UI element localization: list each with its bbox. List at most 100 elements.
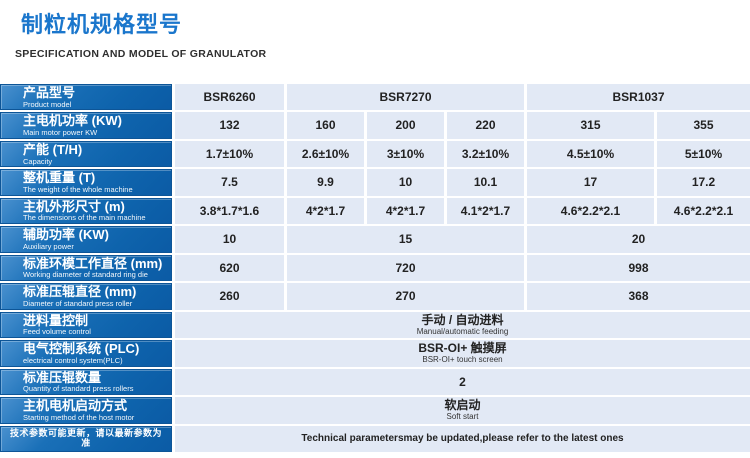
- spec-cell: 15: [287, 226, 524, 253]
- spec-cell: 355: [657, 112, 750, 139]
- spec-cell: 998: [527, 254, 750, 282]
- row-header-label-en: Starting method of the host motor: [23, 412, 135, 422]
- spec-cell-value: 998: [628, 260, 649, 275]
- spec-cell: 17.2: [657, 169, 750, 196]
- spec-cell: 160: [287, 112, 364, 139]
- page-subtitle: SPECIFICATION AND MODEL OF GRANULATOR: [15, 48, 267, 60]
- specification-table: 产品型号 Product model BSR6260 BSR7270 BSR1037 主电…: [0, 84, 750, 452]
- row-header: 主机外形尺寸 (m) The dimensions of the main mac…: [0, 197, 172, 225]
- spec-cell-value: 17: [583, 175, 598, 190]
- row-header-label-en: Feed volume control: [23, 327, 91, 337]
- spec-cell-value: 620: [219, 260, 240, 275]
- row-header: 整机重量 (T) The weight of the whole machine: [0, 169, 172, 196]
- row-header: 进料量控制 Feed volume control: [0, 311, 172, 339]
- spec-cell: 3.2±10%: [447, 140, 524, 168]
- spec-cell-subtext: Soft start: [446, 411, 479, 421]
- spec-cell-value: 4.5±10%: [566, 146, 615, 161]
- row-header: 电气控制系统 (PLC) electrical control system(PL…: [0, 340, 172, 367]
- spec-cell-value: 10: [222, 232, 237, 247]
- spec-cell: 手动 / 自动进料 Manual/automatic feeding: [175, 311, 750, 339]
- row-header-label-en: Product model: [23, 99, 72, 109]
- row-header-label-en: The weight of the whole machine: [23, 184, 133, 194]
- row-header-label-en: Auxiliary power: [23, 241, 74, 251]
- spec-cell-subtext: BSR-OI+ touch screen: [422, 354, 503, 364]
- spec-cell: 4*2*1.7: [367, 197, 444, 225]
- spec-cell-value: 1.7±10%: [205, 146, 254, 161]
- row-header-label-zh: 主机外形尺寸 (m): [23, 198, 125, 214]
- spec-cell: 3.8*1.7*1.6: [175, 197, 284, 225]
- row-header: 技术参数可能更新，请以最新参数为准: [0, 425, 172, 452]
- spec-cell-value: 4.6*2.2*2.1: [673, 203, 734, 218]
- spec-cell: 200: [367, 112, 444, 139]
- spec-cell: 220: [447, 112, 524, 139]
- spec-cell-value: BSR7270: [379, 89, 432, 104]
- spec-cell-value: 200: [395, 118, 416, 133]
- spec-cell-value: 368: [628, 289, 649, 304]
- row-header: 辅助功率 (KW) Auxiliary power: [0, 226, 172, 253]
- spec-cell-value: 15: [398, 232, 413, 247]
- spec-cell: Technical parametersmay be updated,pleas…: [175, 425, 750, 452]
- spec-cell-value: 3.2±10%: [461, 146, 510, 161]
- row-header-label-en: The dimensions of the main machine: [23, 213, 146, 223]
- row-header: 产能 (T/H) Capacity: [0, 140, 172, 168]
- spec-cell-value: 5±10%: [684, 146, 723, 161]
- spec-cell: 4.5±10%: [527, 140, 654, 168]
- spec-cell-value: 9.9: [317, 175, 334, 190]
- spec-cell: 10: [367, 169, 444, 196]
- spec-cell: 368: [527, 283, 750, 310]
- spec-cell-value: 手动 / 自动进料: [421, 312, 504, 327]
- spec-cell: 软启动 Soft start: [175, 397, 750, 424]
- row-header: 标准环模工作直径 (mm) Working diameter of standar…: [0, 254, 172, 282]
- row-header-label-zh: 电气控制系统 (PLC): [23, 341, 140, 357]
- row-header-label-zh: 标准环模工作直径 (mm): [23, 255, 163, 271]
- spec-cell-value: 10: [398, 175, 413, 190]
- row-header-label-zh: 标准压辊数量: [23, 369, 102, 385]
- spec-cell: 9.9: [287, 169, 364, 196]
- spec-cell-value: 220: [475, 118, 496, 133]
- spec-cell-value: 270: [395, 289, 416, 304]
- row-header-label-en: Quantity of standard press rollers: [23, 384, 134, 394]
- row-header-label-en: Working diameter of standard ring die: [23, 270, 148, 280]
- spec-cell-value: 4*2*1.7: [385, 203, 426, 218]
- spec-cell-value: 软启动: [444, 398, 481, 413]
- spec-cell: 1.7±10%: [175, 140, 284, 168]
- spec-cell: 4*2*1.7: [287, 197, 364, 225]
- row-header: 主机电机启动方式 Starting method of the host moto…: [0, 397, 172, 424]
- row-header-label-en: electrical control system(PLC): [23, 355, 123, 365]
- spec-cell: BSR6260: [175, 84, 284, 111]
- spec-cell: 315: [527, 112, 654, 139]
- spec-cell-value: 4*2*1.7: [305, 203, 346, 218]
- spec-cell-value: 20: [631, 232, 646, 247]
- row-header-label-zh: 技术参数可能更新，请以最新参数为准: [9, 428, 162, 448]
- spec-cell-value: 260: [219, 289, 240, 304]
- spec-cell: 2: [175, 368, 750, 396]
- spec-cell: 5±10%: [657, 140, 750, 168]
- spec-cell: 132: [175, 112, 284, 139]
- spec-cell: 4.6*2.2*2.1: [657, 197, 750, 225]
- spec-cell: 3±10%: [367, 140, 444, 168]
- row-header-label-zh: 主机电机启动方式: [23, 398, 128, 414]
- spec-cell-value: 10.1: [473, 175, 498, 190]
- spec-cell: 10: [175, 226, 284, 253]
- spec-cell: 10.1: [447, 169, 524, 196]
- page-title: 制粒机规格型号: [21, 12, 183, 37]
- spec-cell: BSR1037: [527, 84, 750, 111]
- row-header-label-en: Diameter of standard press roller: [23, 298, 133, 308]
- spec-cell-value: Technical parametersmay be updated,pleas…: [301, 432, 624, 444]
- spec-cell-value: 4.1*2*1.7: [460, 203, 511, 218]
- spec-cell: 4.1*2*1.7: [447, 197, 524, 225]
- spec-cell: 270: [287, 283, 524, 310]
- spec-cell: 7.5: [175, 169, 284, 196]
- row-header: 产品型号 Product model: [0, 84, 172, 111]
- spec-cell-value: 315: [580, 118, 601, 133]
- row-header-label-zh: 产品型号: [23, 84, 76, 100]
- spec-cell-value: 3±10%: [386, 146, 425, 161]
- row-header: 标准压辊数量 Quantity of standard press rollers: [0, 368, 172, 396]
- spec-cell-value: BSR1037: [612, 89, 665, 104]
- spec-cell-value: 160: [315, 118, 336, 133]
- row-header-label-zh: 进料量控制: [23, 312, 89, 328]
- spec-cell-value: 2.6±10%: [301, 146, 350, 161]
- spec-cell: 17: [527, 169, 654, 196]
- row-header-label-zh: 整机重量 (T): [23, 170, 96, 186]
